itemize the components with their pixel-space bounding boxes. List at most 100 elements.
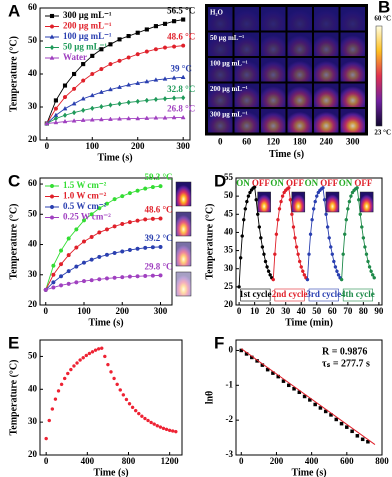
point (150, 245, 155, 250)
thermal-cell (287, 83, 312, 107)
point (66, 281, 71, 286)
on-label: ON (339, 178, 353, 188)
y-axis-title: Temperature (°C) (204, 204, 215, 280)
point (369, 269, 373, 274)
point (339, 421, 344, 426)
y-axis-title: Temperature (°C) (8, 204, 19, 280)
point (347, 199, 352, 204)
point (135, 218, 140, 223)
y-tick-label: 35 (224, 245, 234, 255)
point (262, 252, 266, 256)
thermal-cell (287, 109, 312, 133)
y-tick-label: 0 (229, 345, 234, 355)
point (367, 265, 372, 269)
value-label: 59.3 °C (144, 172, 172, 182)
point (71, 118, 77, 123)
point (271, 277, 276, 282)
series-line (45, 274, 161, 291)
point (254, 198, 258, 202)
y-tick-label: 60 (28, 178, 38, 188)
point (90, 350, 95, 354)
point (117, 100, 122, 107)
point (260, 245, 265, 249)
point (302, 273, 307, 277)
point (273, 252, 277, 256)
point (330, 252, 335, 256)
off-label: OFF (286, 178, 304, 188)
point (121, 393, 126, 397)
point (127, 274, 132, 279)
legend-marker (49, 204, 55, 210)
point (181, 95, 186, 101)
point (310, 217, 314, 222)
column-label: 180 (293, 137, 307, 147)
point (181, 43, 186, 48)
point (162, 21, 168, 26)
thermal-images: H₂O 50 μg mL⁻¹ 100 μg mL⁻¹ 200 μg mL⁻¹ 300 μ… (205, 0, 391, 160)
x-tick-label: 300 (154, 306, 168, 316)
point (71, 101, 77, 106)
point (117, 58, 122, 63)
thumbnail (175, 181, 192, 207)
y-tick-label: -1 (226, 379, 234, 389)
point (120, 194, 125, 199)
point (135, 246, 140, 251)
point (118, 388, 123, 392)
legend-label: 300 μg mL⁻¹ (63, 10, 112, 20)
point (89, 234, 94, 240)
value-label: 29.8 °C (144, 261, 172, 271)
point (152, 422, 156, 426)
thermal-cell (261, 7, 286, 31)
point (62, 118, 68, 124)
point (117, 84, 122, 89)
point (108, 102, 113, 108)
point (58, 274, 64, 279)
point (81, 218, 87, 223)
point (308, 232, 313, 236)
x-axis-title: Time (s) (291, 467, 326, 477)
thermal-cell (340, 109, 365, 133)
row-label: 50 μg mL⁻¹ (210, 34, 244, 42)
point (120, 275, 125, 280)
y-tick-label: 40 (28, 68, 38, 78)
point (108, 86, 113, 92)
on-label: ON (305, 178, 319, 188)
point (71, 109, 77, 116)
thumbnail (175, 211, 192, 237)
thermal-cell (340, 7, 365, 31)
point (350, 429, 354, 434)
legend-label: Water (63, 52, 87, 62)
thumbnail (175, 241, 192, 267)
point (90, 53, 95, 58)
point (266, 269, 271, 274)
point (74, 280, 79, 285)
x-tick-label: 0 (45, 141, 50, 151)
point (90, 71, 95, 77)
point (245, 199, 249, 204)
cycle-box (240, 288, 271, 302)
point (44, 120, 50, 126)
point (106, 362, 110, 367)
point (259, 236, 263, 240)
point (363, 245, 367, 249)
point (58, 262, 64, 267)
point (360, 437, 365, 442)
point (297, 259, 302, 264)
point (149, 420, 153, 425)
point (81, 355, 85, 360)
point (108, 42, 113, 47)
point (51, 263, 56, 268)
point (153, 115, 159, 120)
colorbar (375, 25, 383, 127)
x-tick-label: 10 (250, 306, 260, 316)
thermal-cell (340, 58, 365, 82)
point (62, 83, 68, 88)
series-line (240, 348, 376, 445)
point (66, 371, 70, 376)
legend-label: 0.25 W cm⁻² (63, 212, 111, 222)
x-tick-label: 200 (131, 141, 145, 151)
series-line (46, 76, 184, 124)
point (74, 264, 79, 269)
point (349, 194, 353, 198)
